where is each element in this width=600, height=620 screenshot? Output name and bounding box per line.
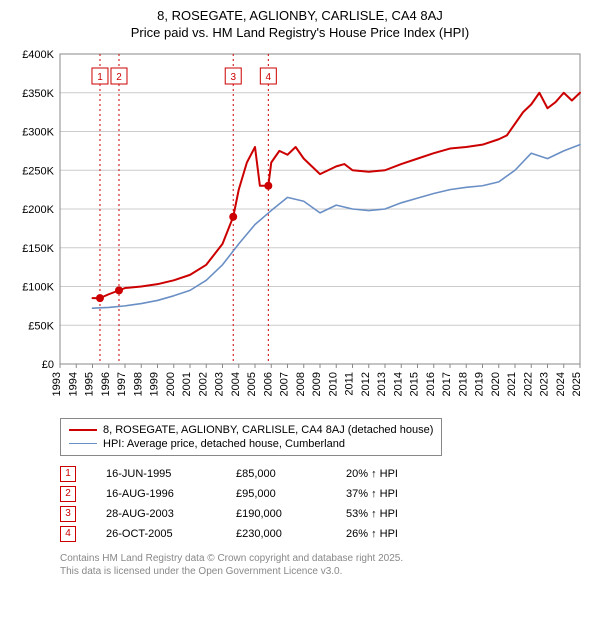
svg-text:£300K: £300K xyxy=(22,126,54,138)
sale-row: 3 28-AUG-2003£190,00053% ↑ HPI xyxy=(60,504,590,524)
svg-text:£150K: £150K xyxy=(22,243,54,255)
sale-date: 16-JUN-1995 xyxy=(106,468,236,480)
svg-text:2017: 2017 xyxy=(441,372,453,396)
legend-label: 8, ROSEGATE, AGLIONBY, CARLISLE, CA4 8AJ… xyxy=(103,424,433,436)
legend-item: HPI: Average price, detached house, Cumb… xyxy=(69,437,433,451)
svg-text:2020: 2020 xyxy=(490,372,502,396)
svg-text:£200K: £200K xyxy=(22,204,54,216)
svg-text:2003: 2003 xyxy=(214,372,226,396)
svg-text:2000: 2000 xyxy=(165,372,177,396)
svg-text:1997: 1997 xyxy=(116,372,128,396)
svg-text:£0: £0 xyxy=(42,359,54,371)
footer-line: Contains HM Land Registry data © Crown c… xyxy=(60,552,590,565)
svg-text:2002: 2002 xyxy=(197,372,209,396)
attribution-footer: Contains HM Land Registry data © Crown c… xyxy=(60,552,590,578)
svg-text:2008: 2008 xyxy=(295,372,307,396)
sale-price: £95,000 xyxy=(236,488,346,500)
sale-marker-icon: 2 xyxy=(60,486,76,502)
sale-date: 26-OCT-2005 xyxy=(106,528,236,540)
svg-text:£350K: £350K xyxy=(22,88,54,100)
svg-text:1993: 1993 xyxy=(51,372,63,396)
sale-date: 28-AUG-2003 xyxy=(106,508,236,520)
svg-text:2016: 2016 xyxy=(425,372,437,396)
svg-text:2: 2 xyxy=(116,72,122,83)
svg-text:2019: 2019 xyxy=(474,372,486,396)
svg-text:2011: 2011 xyxy=(344,372,356,396)
svg-text:1999: 1999 xyxy=(149,372,161,396)
legend-item: 8, ROSEGATE, AGLIONBY, CARLISLE, CA4 8AJ… xyxy=(69,423,433,437)
sale-delta: 53% ↑ HPI xyxy=(346,508,456,520)
svg-text:1994: 1994 xyxy=(67,372,79,396)
svg-text:2013: 2013 xyxy=(376,372,388,396)
sale-marker-icon: 1 xyxy=(60,466,76,482)
sale-row: 1 16-JUN-1995£85,00020% ↑ HPI xyxy=(60,464,590,484)
legend-swatch xyxy=(69,429,97,431)
svg-text:£100K: £100K xyxy=(22,281,54,293)
svg-text:2004: 2004 xyxy=(230,372,242,396)
svg-text:£50K: £50K xyxy=(28,320,54,332)
legend: 8, ROSEGATE, AGLIONBY, CARLISLE, CA4 8AJ… xyxy=(60,418,442,456)
sale-delta: 20% ↑ HPI xyxy=(346,468,456,480)
legend-label: HPI: Average price, detached house, Cumb… xyxy=(103,438,345,450)
svg-text:2001: 2001 xyxy=(181,372,193,396)
svg-text:2006: 2006 xyxy=(262,372,274,396)
svg-text:1996: 1996 xyxy=(100,372,112,396)
chart-area: £0 £50K £100K £150K £200K £250K £300K £350K £400… xyxy=(10,44,590,412)
svg-text:4: 4 xyxy=(266,72,272,83)
svg-text:1998: 1998 xyxy=(132,372,144,396)
sales-table: 1 16-JUN-1995£85,00020% ↑ HPI 2 16-AUG-1996… xyxy=(60,464,590,544)
line-chart: £0 £50K £100K £150K £200K £250K £300K £350K £400… xyxy=(10,44,590,412)
svg-text:1: 1 xyxy=(97,72,103,83)
footer-line: This data is licensed under the Open Gov… xyxy=(60,565,590,578)
sale-date: 16-AUG-1996 xyxy=(106,488,236,500)
chart-subtitle: Price paid vs. HM Land Registry's House … xyxy=(10,25,590,40)
legend-swatch xyxy=(69,443,97,444)
sale-delta: 37% ↑ HPI xyxy=(346,488,456,500)
svg-text:2024: 2024 xyxy=(555,372,567,396)
svg-text:£250K: £250K xyxy=(22,165,54,177)
svg-text:2010: 2010 xyxy=(327,372,339,396)
sale-marker-icon: 4 xyxy=(60,526,76,542)
sale-marker-icon: 3 xyxy=(60,506,76,522)
figure-container: 8, ROSEGATE, AGLIONBY, CARLISLE, CA4 8AJ… xyxy=(0,0,600,620)
svg-text:2025: 2025 xyxy=(571,372,583,396)
sale-price: £230,000 xyxy=(236,528,346,540)
sale-row: 2 16-AUG-1996£95,00037% ↑ HPI xyxy=(60,484,590,504)
sale-delta: 26% ↑ HPI xyxy=(346,528,456,540)
svg-text:1995: 1995 xyxy=(84,372,96,396)
svg-text:2022: 2022 xyxy=(522,372,534,396)
sale-price: £190,000 xyxy=(236,508,346,520)
svg-text:2023: 2023 xyxy=(539,372,551,396)
svg-text:2012: 2012 xyxy=(360,372,372,396)
svg-text:2009: 2009 xyxy=(311,372,323,396)
svg-text:2018: 2018 xyxy=(457,372,469,396)
svg-text:3: 3 xyxy=(230,72,236,83)
svg-text:£400K: £400K xyxy=(22,49,54,61)
svg-text:2005: 2005 xyxy=(246,372,258,396)
sale-row: 4 26-OCT-2005£230,00026% ↑ HPI xyxy=(60,524,590,544)
svg-text:2014: 2014 xyxy=(392,372,404,396)
chart-title: 8, ROSEGATE, AGLIONBY, CARLISLE, CA4 8AJ xyxy=(10,8,590,25)
svg-text:2007: 2007 xyxy=(279,372,291,396)
svg-text:2015: 2015 xyxy=(409,372,421,396)
sale-price: £85,000 xyxy=(236,468,346,480)
svg-text:2021: 2021 xyxy=(506,372,518,396)
